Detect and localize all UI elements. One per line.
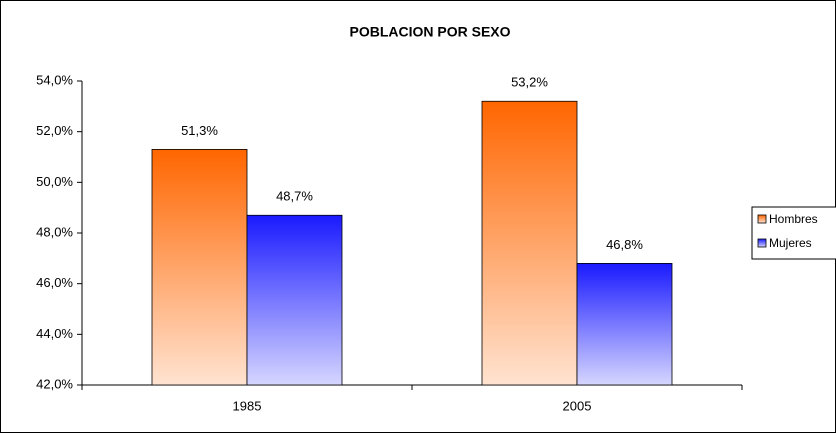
value-label: 46,8%: [606, 237, 643, 252]
x-tick-label: 2005: [563, 398, 592, 413]
y-tick-label: 54,0%: [36, 72, 73, 87]
value-label: 53,2%: [511, 75, 548, 90]
bar: [246, 214, 343, 386]
bar: [576, 262, 673, 386]
y-tick-label: 44,0%: [36, 326, 73, 341]
legend-swatch: [757, 214, 767, 224]
y-tick-label: 52,0%: [36, 123, 73, 138]
y-tick-label: 50,0%: [36, 174, 73, 189]
bar: [481, 100, 578, 386]
legend-swatch: [757, 238, 767, 248]
y-tick-label: 46,0%: [36, 275, 73, 290]
y-tick-label: 48,0%: [36, 224, 73, 239]
y-tick-label: 42,0%: [36, 376, 73, 391]
value-label: 51,3%: [181, 123, 218, 138]
x-tick-label: 1985: [233, 398, 262, 413]
chart-title: POBLACION POR SEXO: [349, 24, 510, 40]
bar: [151, 148, 248, 386]
value-label: 48,7%: [276, 189, 313, 204]
legend-label: Hombres: [769, 212, 818, 226]
legend-label: Mujeres: [769, 236, 812, 250]
